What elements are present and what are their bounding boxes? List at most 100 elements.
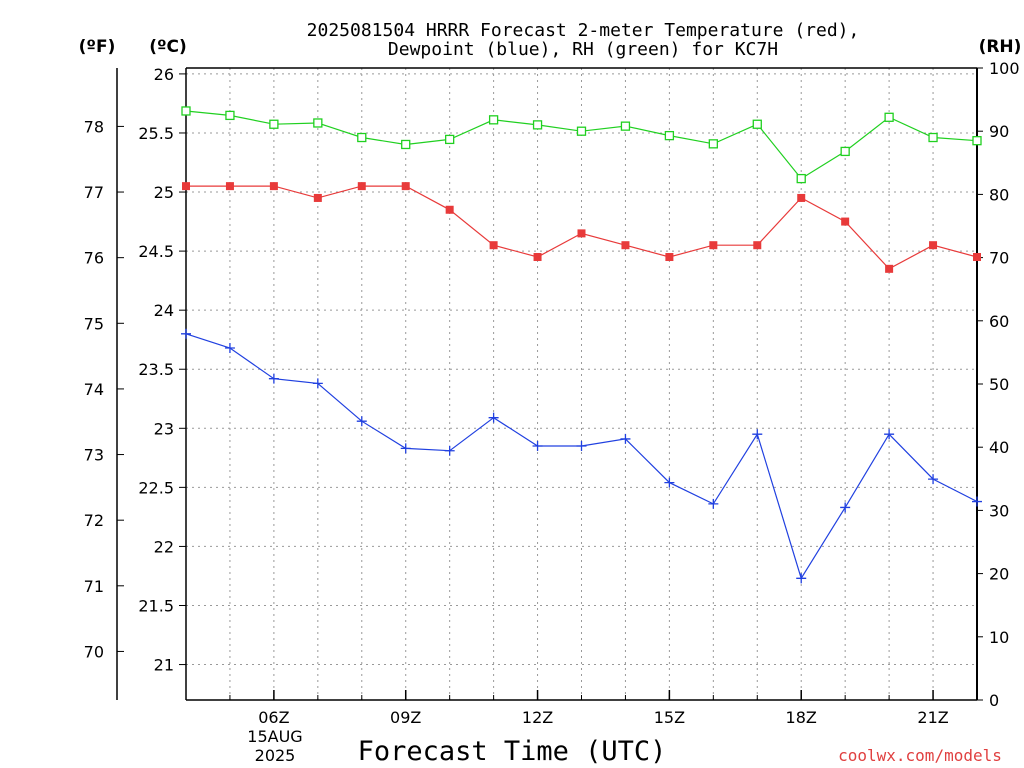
axis-tick-labels: 21 21.5 22 22.5 23 23.5 24 24.5 25 25.5 26 70 71 72 73… <box>84 59 1020 727</box>
celsius-unit-label: (ºC) <box>149 37 187 57</box>
dewpoint-point <box>400 443 411 454</box>
dewpoint-point <box>488 412 499 423</box>
temperature-point <box>665 253 674 262</box>
rh-tick-label: 90 <box>989 122 1009 141</box>
rh-point <box>884 112 894 122</box>
fahrenheit-tick-label: 72 <box>84 511 104 530</box>
rh-tick-label: 40 <box>989 438 1009 457</box>
rh-tick-label: 0 <box>989 691 999 710</box>
rh-point <box>620 121 631 131</box>
fahrenheit-tick-label: 70 <box>84 642 104 661</box>
chart-title-line1: 2025081504 HRRR Forecast 2-meter Tempera… <box>307 20 860 41</box>
x-tick-label: 06Z <box>258 708 289 727</box>
rh-point <box>928 132 938 143</box>
rh-point <box>313 118 323 128</box>
temperature-point <box>357 182 366 191</box>
x-tick-label: 12Z <box>522 708 553 727</box>
data-series <box>181 106 982 584</box>
temperature-line <box>186 185 978 270</box>
rh-tick-label: 70 <box>989 249 1009 268</box>
temperature-point <box>709 241 718 250</box>
grid-lines <box>186 68 977 700</box>
temperature-point <box>182 182 190 191</box>
rh-point <box>357 132 367 143</box>
rh-point <box>269 119 279 129</box>
dewpoint-point <box>532 441 543 452</box>
dewpoint-point <box>356 416 367 427</box>
celsius-tick-label: 23.5 <box>138 360 174 379</box>
fahrenheit-tick-label: 74 <box>84 380 104 399</box>
dewpoint-point <box>928 474 939 485</box>
fahrenheit-tick-label: 78 <box>84 117 104 136</box>
rh-point <box>532 120 543 130</box>
rh-tick-label: 100 <box>989 59 1020 78</box>
rh-tick-label: 80 <box>989 185 1009 204</box>
x-tick-label: 21Z <box>917 708 948 727</box>
chart-title-line2: Dewpoint (blue), RH (green) for KC7H <box>388 39 778 60</box>
celsius-tick-label: 24 <box>154 301 174 320</box>
rh-unit-label: (RH) <box>979 37 1022 57</box>
rh-tick-label: 50 <box>989 375 1009 394</box>
celsius-tick-label: 25 <box>154 183 174 202</box>
temperature-point <box>489 241 498 250</box>
temperature-point <box>797 193 806 202</box>
rh-point <box>664 130 675 141</box>
temperature-point <box>577 229 586 238</box>
rh-point <box>445 134 455 145</box>
dewpoint-point <box>796 573 807 584</box>
temperature-point <box>621 241 630 250</box>
fahrenheit-tick-label: 76 <box>84 249 104 268</box>
rh-point <box>840 146 850 157</box>
fahrenheit-tick-label: 71 <box>84 577 104 596</box>
fahrenheit-tick-label: 75 <box>84 314 104 333</box>
celsius-tick-label: 21.5 <box>138 596 174 615</box>
x-axis-title: Forecast Time (UTC) <box>358 736 667 767</box>
temperature-point <box>533 253 542 262</box>
celsius-tick-label: 25.5 <box>138 124 174 143</box>
rh-tick-label: 10 <box>989 628 1009 647</box>
temperature-point <box>929 241 938 250</box>
dewpoint-point <box>268 373 279 384</box>
rh-tick-label: 60 <box>989 312 1009 331</box>
dewpoint-point <box>576 441 587 452</box>
rh-point <box>225 110 235 121</box>
rh-point <box>181 106 191 116</box>
fahrenheit-tick-label: 77 <box>84 183 104 202</box>
rh-point <box>796 173 806 184</box>
celsius-tick-label: 22 <box>154 537 174 556</box>
dewpoint-point <box>181 328 191 339</box>
rh-point <box>401 139 411 150</box>
rh-point <box>708 139 718 149</box>
date-label-day: 15AUG <box>247 727 302 746</box>
x-tick-label: 18Z <box>786 708 817 727</box>
celsius-tick-label: 24.5 <box>138 242 174 261</box>
rh-point <box>972 136 982 146</box>
celsius-tick-label: 22.5 <box>138 478 174 497</box>
celsius-tick-label: 23 <box>154 419 174 438</box>
temperature-point <box>841 217 850 226</box>
dewpoint-point <box>884 429 895 440</box>
dewpoint-point <box>752 429 763 440</box>
dewpoint-point <box>708 498 719 509</box>
dewpoint-point <box>664 477 675 488</box>
temperature-point <box>753 241 762 250</box>
rh-tick-label: 30 <box>989 501 1009 520</box>
celsius-tick-label: 21 <box>154 656 174 675</box>
rh-line <box>185 110 978 180</box>
dewpoint-line <box>185 333 978 580</box>
site-credit: coolwx.com/models <box>838 746 1002 765</box>
dewpoint-point <box>444 445 455 456</box>
dewpoint-point <box>620 433 631 444</box>
celsius-tick-label: 26 <box>154 65 174 84</box>
dewpoint-point <box>972 496 982 507</box>
fahrenheit-unit-label: (ºF) <box>79 37 116 57</box>
dewpoint-point <box>224 342 235 353</box>
dewpoint-point <box>840 502 851 513</box>
temperature-point <box>269 182 278 191</box>
temperature-point <box>401 182 410 191</box>
rh-tick-label: 20 <box>989 565 1009 584</box>
temperature-point <box>445 205 454 214</box>
dewpoint-point <box>312 378 323 389</box>
date-label-year: 2025 <box>255 746 296 765</box>
